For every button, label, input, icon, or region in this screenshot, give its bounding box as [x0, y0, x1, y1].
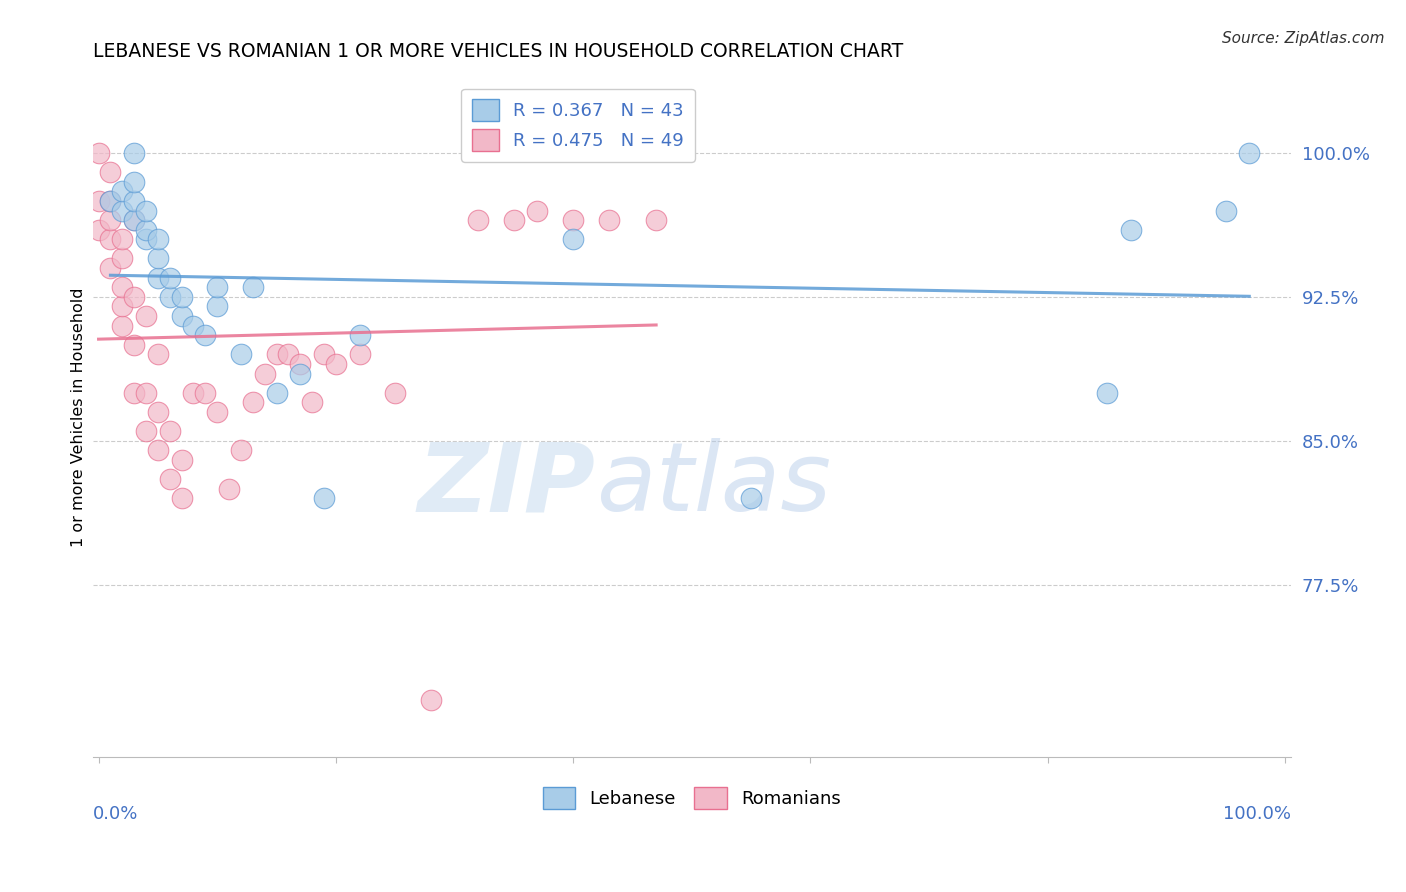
Point — [111, 318, 134, 333]
Point — [122, 338, 145, 352]
Point — [122, 213, 145, 227]
Point — [502, 213, 524, 227]
Point — [100, 232, 122, 246]
Point — [111, 232, 134, 246]
Text: Source: ZipAtlas.com: Source: ZipAtlas.com — [1222, 31, 1385, 46]
Point — [111, 300, 134, 314]
Point — [325, 357, 347, 371]
Text: LEBANESE VS ROMANIAN 1 OR MORE VEHICLES IN HOUSEHOLD CORRELATION CHART: LEBANESE VS ROMANIAN 1 OR MORE VEHICLES … — [93, 42, 903, 61]
Point — [170, 491, 193, 506]
Point — [277, 347, 299, 361]
Point — [645, 213, 668, 227]
Point — [146, 405, 169, 419]
Point — [1119, 223, 1142, 237]
Point — [135, 232, 157, 246]
Point — [122, 175, 145, 189]
Point — [419, 693, 441, 707]
Point — [100, 213, 122, 227]
Point — [135, 203, 157, 218]
Point — [135, 223, 157, 237]
Point — [100, 194, 122, 208]
Point — [467, 213, 489, 227]
Point — [312, 347, 335, 361]
Point — [111, 203, 134, 218]
Point — [526, 203, 548, 218]
Point — [266, 385, 288, 400]
Point — [111, 185, 134, 199]
Point — [87, 194, 110, 208]
Point — [146, 347, 169, 361]
Point — [122, 385, 145, 400]
Point — [290, 357, 312, 371]
Point — [146, 252, 169, 266]
Point — [205, 280, 228, 294]
Point — [194, 328, 217, 343]
Point — [229, 443, 252, 458]
Point — [205, 405, 228, 419]
Point — [384, 385, 406, 400]
Point — [146, 270, 169, 285]
Point — [1215, 203, 1237, 218]
Point — [135, 424, 157, 438]
Point — [170, 290, 193, 304]
Point — [312, 491, 335, 506]
Point — [122, 145, 145, 160]
Point — [159, 472, 181, 486]
Point — [1239, 145, 1261, 160]
Point — [266, 347, 288, 361]
Legend: Lebanese, Romanians: Lebanese, Romanians — [536, 780, 848, 816]
Point — [100, 261, 122, 276]
Point — [122, 290, 145, 304]
Point — [218, 482, 240, 496]
Point — [194, 385, 217, 400]
Y-axis label: 1 or more Vehicles in Household: 1 or more Vehicles in Household — [72, 287, 86, 547]
Point — [100, 194, 122, 208]
Text: atlas: atlas — [596, 439, 831, 532]
Point — [290, 367, 312, 381]
Point — [562, 232, 585, 246]
Point — [183, 385, 205, 400]
Point — [598, 213, 620, 227]
Point — [87, 223, 110, 237]
Point — [122, 194, 145, 208]
Text: 0.0%: 0.0% — [93, 805, 138, 823]
Text: 100.0%: 100.0% — [1223, 805, 1291, 823]
Point — [146, 443, 169, 458]
Point — [349, 347, 371, 361]
Point — [349, 328, 371, 343]
Point — [229, 347, 252, 361]
Point — [170, 309, 193, 323]
Point — [159, 290, 181, 304]
Point — [111, 280, 134, 294]
Point — [205, 300, 228, 314]
Point — [1095, 385, 1118, 400]
Point — [159, 424, 181, 438]
Point — [87, 145, 110, 160]
Point — [135, 385, 157, 400]
Point — [242, 280, 264, 294]
Text: ZIP: ZIP — [418, 439, 596, 532]
Point — [301, 395, 323, 409]
Point — [159, 270, 181, 285]
Point — [135, 309, 157, 323]
Point — [100, 165, 122, 179]
Point — [242, 395, 264, 409]
Point — [111, 252, 134, 266]
Point — [146, 232, 169, 246]
Point — [740, 491, 762, 506]
Point — [183, 318, 205, 333]
Point — [170, 453, 193, 467]
Point — [122, 213, 145, 227]
Point — [253, 367, 276, 381]
Point — [562, 213, 585, 227]
